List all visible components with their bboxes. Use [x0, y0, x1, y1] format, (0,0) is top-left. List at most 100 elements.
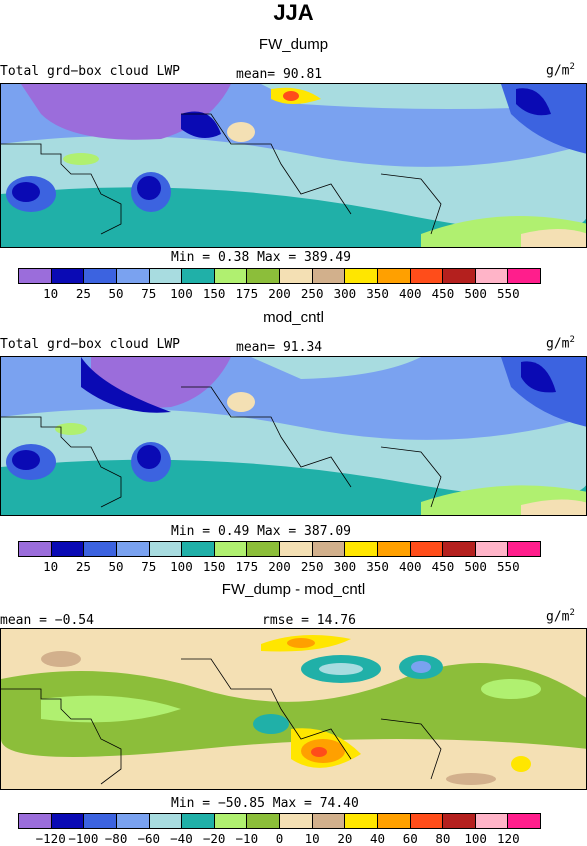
- cbar-label: 150: [202, 559, 226, 574]
- panel3-minmax: Min = −50.85 Max = 74.40: [171, 796, 359, 811]
- panel2-colorbar: [18, 541, 541, 557]
- cbar-label: 200: [268, 286, 291, 301]
- cbar-swatch: [214, 814, 248, 828]
- panel1-minmax: Min = 0.38 Max = 389.49: [171, 250, 352, 265]
- cbar-label: 350: [366, 286, 389, 301]
- cbar-swatch: [19, 542, 52, 556]
- cbar-label: 100: [170, 559, 193, 574]
- cbar-swatch: [345, 542, 378, 556]
- cbar-label: 250: [300, 286, 324, 301]
- cbar-swatch: [377, 269, 411, 283]
- cbar-label: 120: [497, 831, 520, 846]
- cbar-label: 550: [497, 286, 520, 301]
- cbar-label: 20: [337, 831, 353, 846]
- cbar-swatch: [149, 269, 183, 283]
- cbar-label: 60: [402, 831, 418, 846]
- cbar-swatch: [443, 542, 476, 556]
- figure-title: JJA: [273, 0, 314, 25]
- cbar-label: 50: [108, 559, 124, 574]
- panel1-map: [0, 83, 587, 248]
- panel3-colorbar-labels: −120 −100 −80 −60 −40 −20 −10 0 10 20 40…: [18, 831, 541, 846]
- cbar-label: 175: [235, 286, 259, 301]
- cbar-label: 0: [275, 831, 284, 846]
- cbar-label: −80: [104, 831, 128, 846]
- cbar-swatch: [182, 814, 215, 828]
- panel3-map: [0, 628, 587, 790]
- panel3-mean: mean = −0.54: [0, 613, 94, 628]
- cbar-label: 300: [333, 286, 357, 301]
- cbar-swatch: [312, 814, 346, 828]
- cbar-swatch: [345, 269, 378, 283]
- cbar-swatch: [84, 269, 117, 283]
- cbar-label: 25: [75, 559, 91, 574]
- cbar-swatch: [443, 269, 476, 283]
- cbar-label: −60: [137, 831, 161, 846]
- cbar-swatch: [19, 814, 52, 828]
- cbar-swatch: [443, 814, 476, 828]
- cbar-swatch: [247, 814, 280, 828]
- cbar-label: 75: [141, 286, 157, 301]
- cbar-swatch: [508, 542, 540, 556]
- panel1-title: FW_dump: [258, 36, 329, 53]
- cbar-swatch: [116, 814, 150, 828]
- cbar-swatch: [84, 814, 117, 828]
- cbar-swatch: [149, 542, 183, 556]
- cbar-label: −120: [35, 831, 66, 846]
- cbar-swatch: [280, 542, 313, 556]
- cbar-label: 550: [497, 559, 520, 574]
- panel3-title: FW_dump - mod_cntl: [221, 581, 366, 598]
- cbar-label: 400: [398, 286, 422, 301]
- cbar-swatch: [247, 542, 280, 556]
- cbar-swatch: [116, 542, 150, 556]
- cbar-label: 80: [435, 831, 451, 846]
- panel1-colorbar-labels: 10 25 50 75 100 150 175 200 250 300 350 …: [18, 286, 541, 301]
- panel2-mean: mean= 91.34: [236, 340, 323, 355]
- cbar-label: 150: [202, 286, 226, 301]
- cbar-label: 450: [431, 559, 455, 574]
- cbar-swatch: [410, 814, 444, 828]
- cbar-swatch: [312, 269, 346, 283]
- cbar-label: 400: [398, 559, 422, 574]
- cbar-swatch: [345, 814, 378, 828]
- cbar-swatch: [377, 542, 411, 556]
- cbar-label: 500: [464, 559, 487, 574]
- panel3-units: g/m2: [546, 608, 575, 625]
- cbar-swatch: [51, 269, 85, 283]
- cbar-label: 25: [75, 286, 91, 301]
- cbar-swatch: [475, 814, 509, 828]
- cbar-label: 450: [431, 286, 455, 301]
- cbar-swatch: [280, 269, 313, 283]
- cbar-label: −100: [68, 831, 99, 846]
- panel1-colorbar: [18, 268, 541, 284]
- cbar-swatch: [410, 269, 444, 283]
- cbar-label: 300: [333, 559, 357, 574]
- cbar-label: 100: [464, 831, 487, 846]
- panel2-field-label: Total grd−box cloud LWP: [0, 337, 181, 352]
- cbar-swatch: [475, 542, 509, 556]
- panel2-minmax: Min = 0.49 Max = 387.09: [171, 524, 352, 539]
- cbar-label: 250: [300, 559, 324, 574]
- cbar-swatch: [280, 814, 313, 828]
- cbar-swatch: [19, 269, 52, 283]
- cbar-label: −10: [235, 831, 259, 846]
- cbar-label: 40: [370, 831, 386, 846]
- cbar-label: 10: [304, 831, 320, 846]
- panel2-units: g/m2: [546, 335, 575, 352]
- cbar-label: 10: [43, 559, 59, 574]
- cbar-swatch: [84, 542, 117, 556]
- cbar-label: 75: [141, 559, 157, 574]
- cbar-swatch: [214, 542, 248, 556]
- cbar-swatch: [410, 542, 444, 556]
- panel2-map: [0, 356, 587, 516]
- panel1-units: g/m2: [546, 62, 575, 79]
- cbar-label: 200: [268, 559, 291, 574]
- panel3-rmse: rmse = 14.76: [262, 613, 356, 628]
- cbar-swatch: [182, 269, 215, 283]
- cbar-swatch: [51, 814, 85, 828]
- panel1-mean: mean= 90.81: [236, 67, 323, 82]
- cbar-swatch: [149, 814, 183, 828]
- cbar-label: 175: [235, 559, 259, 574]
- panel2-colorbar-labels: 10 25 50 75 100 150 175 200 250 300 350 …: [18, 559, 541, 574]
- cbar-swatch: [508, 269, 540, 283]
- cbar-label: −20: [202, 831, 226, 846]
